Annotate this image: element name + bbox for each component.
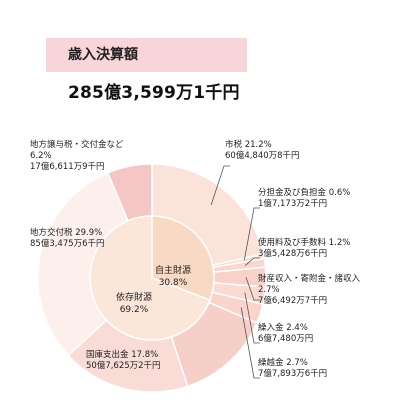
label-buntankin-amount: 1億7,173万2千円	[258, 199, 328, 209]
label-joyozei-name: 地方譲与税・交付金など	[30, 140, 124, 150]
label-jishu: 自主財源 30.8%	[155, 265, 191, 289]
label-kurinyu-line1: 繰入金 2.4%	[258, 323, 308, 333]
label-shiyoryo-amount: 3億5,428万6千円	[258, 249, 328, 259]
leader-line-4	[244, 292, 260, 344]
label-kurinyu-amount: 6億7,480万円	[258, 334, 314, 344]
page-title: 歳入決算額	[68, 47, 138, 63]
label-shiyoryo-line1: 使用料及び手数料 1.2%	[258, 238, 351, 248]
label-kofuzei-line1: 地方交付税 29.9%	[30, 228, 103, 238]
label-jishu-name: 自主財源	[155, 266, 192, 276]
label-joyozei-percent: 6.2%	[30, 151, 52, 161]
label-izon-percent: 69.2%	[119, 305, 149, 315]
leader-line-5	[240, 307, 260, 379]
label-zaisan-name: 財産収入・寄附金・諸収入	[258, 274, 361, 284]
label-zaisan-percent: 2.7%	[258, 285, 280, 295]
label-kofuzei-amount: 85億3,475万6千円	[30, 239, 105, 249]
leader-line-3	[245, 277, 260, 301]
label-izon: 依存財源 69.2%	[116, 292, 152, 316]
label-joyozei-amount: 17億6,611万9千円	[30, 162, 105, 172]
label-joyozei: 地方譲与税・交付金など 6.2% 17億6,611万9千円	[30, 140, 124, 173]
header-box	[46, 38, 247, 72]
leader-line-2	[244, 257, 260, 266]
label-kokko-line1: 国庫支出金 17.8%	[86, 350, 159, 360]
label-zaisan-amount: 7億6,492万7千円	[258, 296, 328, 306]
label-shizei-line1: 市税 21.2%	[225, 140, 272, 150]
label-kokko: 国庫支出金 17.8% 50億7,625万2千円	[86, 350, 161, 372]
leader-line-1	[243, 207, 260, 261]
label-shiyoryo: 使用料及び手数料 1.2% 3億5,428万6千円	[258, 238, 350, 260]
inner-slice-1	[89, 215, 211, 341]
label-shizei-amount: 60億4,840万8千円	[225, 151, 300, 161]
label-kurinyu: 繰入金 2.4% 6億7,480万円	[258, 323, 313, 345]
label-kurikoshi-line1: 繰越金 2.7%	[258, 358, 308, 368]
label-kokko-amount: 50億7,625万2千円	[86, 361, 161, 371]
label-buntankin-line1: 分担金及び負担金 0.6%	[258, 188, 351, 198]
label-izon-name: 依存財源	[116, 293, 153, 303]
inner-slice-0	[151, 215, 215, 302]
label-kurikoshi-amount: 7億7,893万6千円	[258, 369, 328, 379]
leader-line-0	[210, 165, 230, 206]
total-amount: 285億3,599万1千円	[68, 83, 240, 103]
label-buntankin: 分担金及び負担金 0.6% 1億7,173万2千円	[258, 188, 350, 210]
label-zaisan: 財産収入・寄附金・諸収入 2.7% 7億6,492万7千円	[258, 274, 360, 307]
label-jishu-percent: 30.8%	[158, 278, 188, 288]
label-kofuzei: 地方交付税 29.9% 85億3,475万6千円	[30, 228, 105, 250]
label-shizei: 市税 21.2% 60億4,840万8千円	[225, 140, 300, 162]
label-kurikoshi: 繰越金 2.7% 7億7,893万6千円	[258, 358, 327, 380]
